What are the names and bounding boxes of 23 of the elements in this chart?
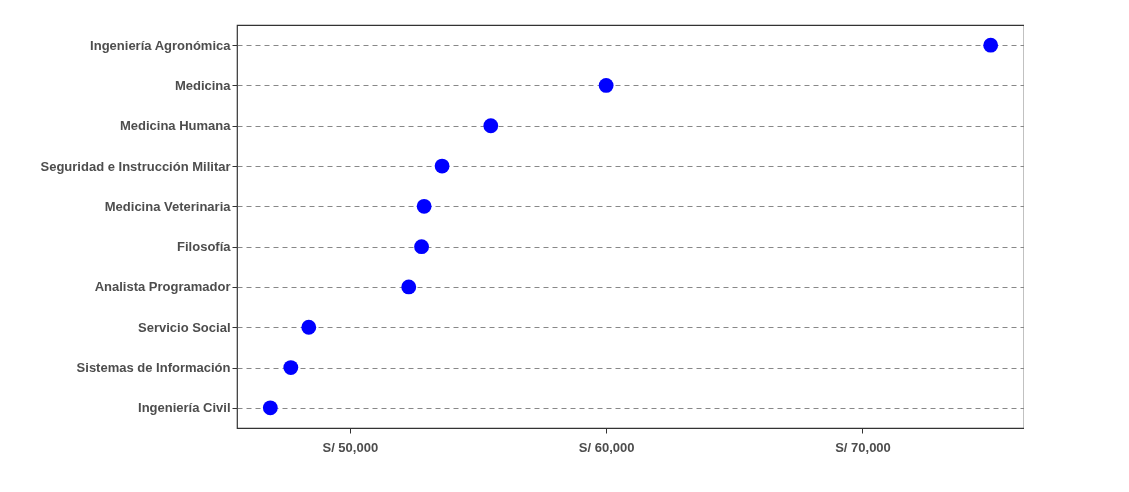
- x-tick-label: S/ 50,000: [322, 439, 379, 455]
- y-tick-label: Seguridad e Instrucción Militar: [40, 158, 231, 174]
- y-tick-label: Filosofía: [177, 239, 232, 255]
- y-tick-label: Ingeniería Civil: [138, 400, 231, 416]
- y-tick-label: Sistemas de Información: [76, 360, 231, 376]
- y-tick-label: Servicio Social: [138, 319, 231, 335]
- x-tick-label: S/ 70,000: [835, 439, 891, 455]
- y-tick-label: Analista Programador: [94, 279, 231, 295]
- y-tick-label: Medicina Humana: [119, 118, 232, 134]
- point: [301, 319, 317, 335]
- y-tick-label: Ingeniería Agronómica: [90, 37, 232, 53]
- point: [983, 37, 999, 53]
- point: [262, 400, 278, 416]
- point: [483, 118, 499, 134]
- y-tick-label: Medicina: [174, 77, 232, 93]
- point: [283, 360, 299, 375]
- point: [414, 239, 429, 255]
- point: [401, 279, 417, 295]
- x-tick-label: S/ 60,000: [578, 439, 635, 455]
- point: [434, 158, 450, 174]
- y-tick-label: Medicina Veterinaria: [104, 198, 232, 214]
- point: [598, 78, 614, 93]
- point: [416, 198, 432, 214]
